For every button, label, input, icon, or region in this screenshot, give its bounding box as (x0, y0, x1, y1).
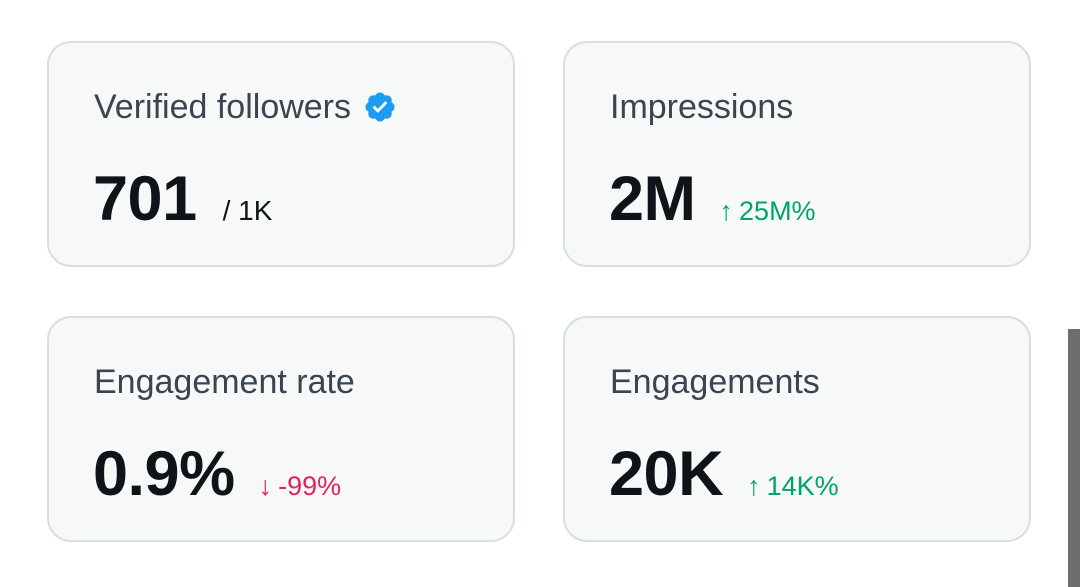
impressions-delta-value: 25M% (739, 196, 816, 226)
engagements-value: 20K (609, 439, 724, 509)
engagement-rate-label: Engagement rate (94, 363, 355, 401)
impressions-label: Impressions (610, 88, 794, 126)
value-row: 2M ↑ 25M% (609, 163, 816, 235)
engagement-rate-card[interactable]: Engagement rate 0.9% ↓ -99% (47, 316, 515, 542)
engagements-delta-value: 14K% (766, 471, 839, 501)
card-title: Engagement rate (94, 362, 355, 402)
value-row: 0.9% ↓ -99% (93, 438, 341, 510)
scrollbar[interactable] (1068, 329, 1080, 587)
card-title: Impressions (610, 87, 793, 127)
verified-badge-icon (365, 92, 395, 122)
arrow-up-icon: ↑ (747, 471, 761, 501)
value-row: 701 / 1K (93, 163, 272, 235)
engagement-rate-value: 0.9% (93, 439, 235, 509)
engagements-card[interactable]: Engagements 20K ↑ 14K% (563, 316, 1031, 542)
engagements-delta: ↑ 14K% (747, 471, 839, 502)
value-row: 20K ↑ 14K% (609, 438, 839, 510)
engagement-rate-delta: ↓ -99% (259, 471, 342, 502)
verified-followers-label: Verified followers (94, 88, 352, 126)
impressions-delta: ↑ 25M% (720, 196, 816, 227)
engagement-rate-delta-value: -99% (278, 471, 342, 501)
card-title: Verified followers (94, 87, 397, 127)
impressions-card[interactable]: Impressions 2M ↑ 25M% (563, 41, 1031, 267)
engagements-label: Engagements (610, 363, 820, 401)
arrow-down-icon: ↓ (258, 471, 273, 501)
verified-followers-goal: / 1K (222, 195, 273, 226)
verified-followers-value: 701 (93, 164, 197, 234)
card-title: Engagements (610, 362, 820, 402)
verified-followers-card[interactable]: Verified followers 701 / 1K (47, 41, 515, 267)
arrow-up-icon: ↑ (719, 196, 734, 226)
impressions-value: 2M (609, 164, 696, 234)
